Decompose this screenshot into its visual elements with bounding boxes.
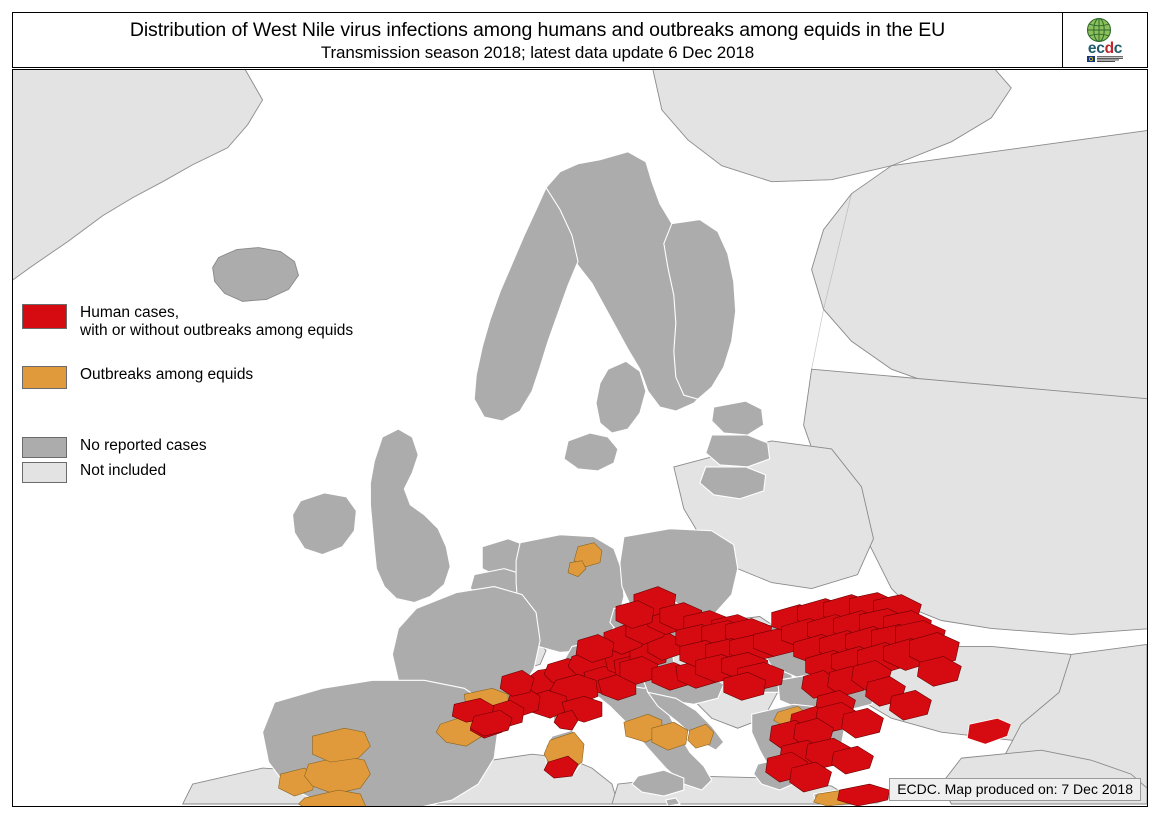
map-canvas[interactable]: .ni { fill:#E3E3E3; stroke:#8A8A8A; stro… bbox=[12, 69, 1148, 807]
legend-swatch-not-included bbox=[22, 462, 67, 483]
page-title: Distribution of West Nile virus infectio… bbox=[129, 18, 946, 41]
legend-swatch-human-cases bbox=[22, 304, 67, 329]
legend-item-equid-outbreaks: Outbreaks among equids bbox=[22, 366, 353, 389]
legend-label-human-cases: Human cases, with or without outbreaks a… bbox=[80, 304, 353, 340]
title-text-block: Distribution of West Nile virus infectio… bbox=[13, 13, 1062, 67]
legend-item-human-cases: Human cases, with or without outbreaks a… bbox=[22, 304, 353, 340]
legend-label-human-cases-line2: with or without outbreaks among equids bbox=[80, 322, 354, 339]
map-legend: Human cases, with or without outbreaks a… bbox=[22, 304, 353, 487]
map-credit: ECDC. Map produced on: 7 Dec 2018 bbox=[889, 778, 1141, 801]
legend-spacer-3 bbox=[22, 415, 353, 437]
ecdc-logo-icon: ecdc bbox=[1086, 17, 1123, 62]
legend-swatch-equid-outbreaks bbox=[22, 366, 67, 389]
legend-label-equid-outbreaks: Outbreaks among equids bbox=[80, 366, 254, 383]
page-subtitle: Transmission season 2018; latest data up… bbox=[320, 42, 755, 62]
legend-label-human-cases-line1: Human cases, bbox=[80, 304, 180, 321]
human-case-regions bbox=[451, 586, 1012, 806]
coastline-overlay bbox=[13, 99, 892, 370]
ecdc-logo-container: ecdc bbox=[1062, 13, 1147, 67]
legend-spacer-2 bbox=[22, 393, 353, 415]
title-bar: Distribution of West Nile virus infectio… bbox=[12, 12, 1148, 68]
legend-item-not-included: Not included bbox=[22, 462, 353, 483]
legend-spacer-1 bbox=[22, 344, 353, 366]
legend-label-no-reported-cases: No reported cases bbox=[80, 437, 207, 454]
legend-label-not-included: Not included bbox=[80, 462, 167, 479]
europe-choropleth-map[interactable]: .ni { fill:#E3E3E3; stroke:#8A8A8A; stro… bbox=[13, 70, 1147, 806]
legend-swatch-no-reported-cases bbox=[22, 437, 67, 458]
svg-text:ecdc: ecdc bbox=[1088, 40, 1123, 57]
legend-item-no-reported-cases: No reported cases bbox=[22, 437, 353, 458]
